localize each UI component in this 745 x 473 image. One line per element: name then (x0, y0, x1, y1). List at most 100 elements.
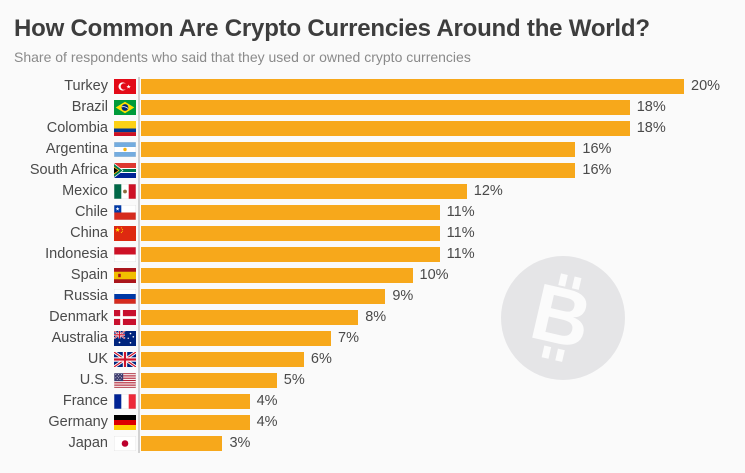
country-label: UK (87, 351, 108, 368)
bar-row: France 4% (12, 391, 745, 412)
bar-row: Russia 9% (12, 286, 745, 307)
russia-flag-icon (114, 288, 136, 304)
bar-track: 3% (141, 435, 684, 452)
germany-flag-icon (114, 414, 136, 430)
value-label: 7% (338, 330, 360, 347)
bar-row: U.S. 5% (12, 370, 745, 391)
mexico-flag-icon (114, 183, 136, 199)
value-label: 10% (419, 267, 449, 284)
bar-argentina (141, 141, 576, 157)
bar-row: Japan 3% (12, 433, 745, 454)
bar-track: 20% (141, 78, 720, 94)
us-flag-icon (114, 372, 136, 388)
value-label: 12% (473, 183, 503, 200)
bar-u-s (141, 372, 277, 388)
value-label: 8% (365, 309, 387, 326)
country-label: Japan (68, 435, 108, 452)
bar-south-africa (141, 162, 576, 178)
france-flag-icon (114, 393, 136, 409)
japan-flag-icon (114, 435, 136, 451)
bar-turkey (141, 78, 684, 94)
country-label: Germany (48, 414, 108, 431)
bar-france (141, 393, 250, 409)
bar-mexico (141, 183, 467, 199)
china-flag-icon (114, 225, 136, 241)
indonesia-flag-icon (114, 246, 136, 262)
bar-china (141, 225, 440, 241)
bar-row: Denmark 8% (12, 307, 745, 328)
value-label: 20% (691, 78, 721, 95)
value-label: 3% (229, 435, 251, 452)
country-label: Spain (70, 267, 108, 284)
uk-flag-icon (114, 351, 136, 367)
bar-track: 9% (141, 288, 684, 304)
chile-flag-icon (114, 204, 136, 220)
bar-spain (141, 267, 413, 283)
bar-track: 10% (141, 267, 684, 284)
country-label: Australia (51, 330, 108, 347)
country-label: Denmark (49, 309, 108, 326)
denmark-flag-icon (114, 309, 136, 325)
country-label: U.S. (79, 372, 108, 389)
bar-row: Colombia 18% (12, 118, 745, 139)
chart-title: How Common Are Crypto Currencies Around … (14, 15, 650, 42)
bar-track: 6% (141, 351, 684, 368)
country-label: Argentina (45, 141, 108, 158)
value-label: 11% (446, 204, 475, 221)
bar-row: Mexico 12% (12, 181, 745, 202)
bar-row: Chile 11% (12, 202, 745, 223)
value-label: 18% (636, 99, 666, 116)
bar-track: 7% (141, 330, 684, 347)
bar-denmark (141, 309, 359, 325)
country-label: Mexico (62, 183, 108, 200)
bar-chart: Turkey 20% Brazil 18% Colombia 18% Argentina 16… (0, 76, 745, 454)
country-label: Colombia (46, 120, 108, 137)
bar-row: UK 6% (12, 349, 745, 370)
bar-track: 4% (141, 393, 684, 410)
y-axis-line (138, 76, 140, 453)
value-label: 4% (256, 414, 278, 431)
bar-track: 11% (141, 204, 684, 221)
value-label: 4% (256, 393, 278, 410)
value-label: 6% (310, 351, 332, 368)
spain-flag-icon (114, 267, 136, 283)
country-label: Russia (63, 288, 108, 305)
bar-uk (141, 351, 304, 367)
bar-track: 18% (141, 99, 684, 116)
bar-row: Spain 10% (12, 265, 745, 286)
bar-row: Argentina 16% (12, 139, 745, 160)
value-label: 11% (446, 246, 475, 263)
country-label: Turkey (64, 78, 108, 95)
bar-track: 16% (141, 141, 684, 158)
bar-row: China 11% (12, 223, 745, 244)
bar-track: 5% (141, 372, 684, 388)
bar-brazil (141, 99, 630, 115)
country-label: South Africa (29, 162, 108, 179)
value-label: 16% (582, 141, 612, 158)
bar-australia (141, 330, 332, 346)
argentina-flag-icon (114, 141, 136, 157)
brazil-flag-icon (114, 99, 136, 115)
bar-row: Turkey 20% (12, 76, 745, 97)
bar-track: 8% (141, 309, 684, 326)
country-label: Chile (74, 204, 108, 221)
country-label: China (70, 225, 108, 242)
bar-row: South Africa 16% (12, 160, 745, 181)
colombia-flag-icon (114, 120, 136, 136)
australia-flag-icon (114, 330, 136, 346)
bar-row: Indonesia 11% (12, 244, 745, 265)
country-label: Indonesia (45, 246, 108, 263)
bar-track: 11% (141, 246, 684, 263)
bar-russia (141, 288, 386, 304)
value-label: 11% (446, 225, 475, 242)
bar-indonesia (141, 246, 440, 262)
value-label: 16% (582, 162, 612, 179)
bar-japan (141, 435, 223, 451)
bar-chile (141, 204, 440, 220)
bar-track: 16% (141, 162, 684, 179)
bar-row: Brazil 18% (12, 97, 745, 118)
bar-track: 4% (141, 414, 684, 431)
bar-germany (141, 414, 250, 430)
bar-colombia (141, 120, 630, 136)
